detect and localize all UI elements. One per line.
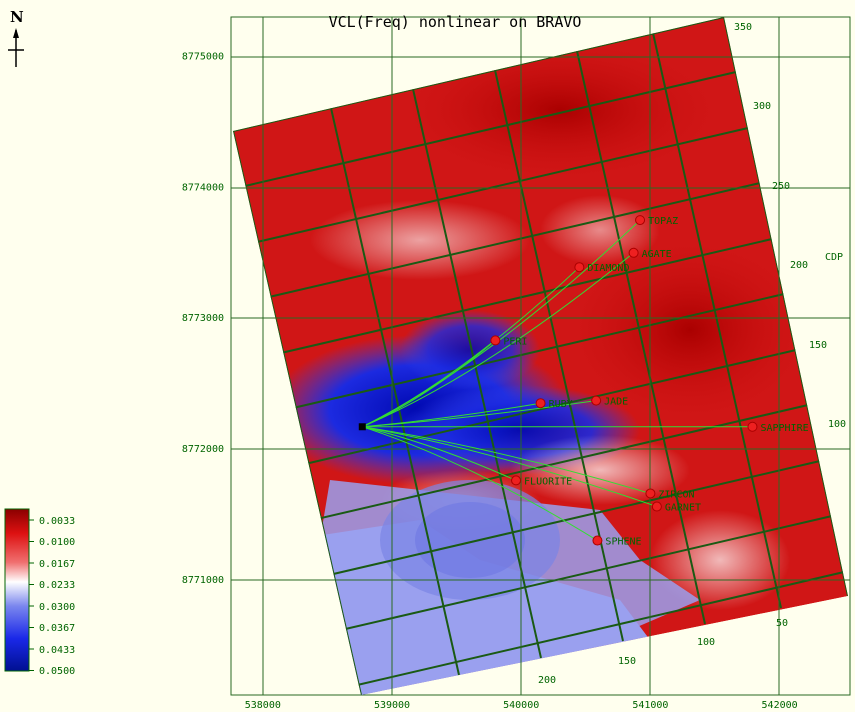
well-marker[interactable] [511,475,522,486]
well-label: SPHENE [605,537,641,548]
cdp-grid [233,17,848,695]
well-label: FLUORITE [524,476,572,487]
colorbar-label: 0.0033 [39,516,75,527]
cdp-label: 150 [809,340,827,351]
y-tick-label: 8775000 [182,52,224,63]
north-label: N [10,8,24,26]
y-tick-label: 8771000 [182,575,224,586]
map-title: VCL(Freq) nonlinear on BRAVO [329,13,582,31]
well-marker[interactable] [591,395,602,406]
well-marker[interactable] [651,501,662,512]
colorbar-label: 0.0233 [39,580,75,591]
colorbar-label: 0.0367 [39,623,75,634]
colorbar-label: 0.0167 [39,559,75,570]
well-path [362,426,517,481]
well-label: TOPAZ [648,216,678,227]
x-tick-label: 541000 [632,700,668,711]
well-label: PERI [503,336,527,347]
well-marker[interactable] [592,535,603,546]
cdp-axis-title: CDP [825,252,843,263]
inline-axis-labels: 50 100 150 200 [538,618,788,686]
x-tick-label: 540000 [503,700,539,711]
x-axis-labels: 538000 539000 540000 541000 542000 [245,700,798,711]
well-marker[interactable] [490,335,501,346]
well-label: JADE [604,397,628,408]
coordinate-grid [231,17,850,695]
well-path [362,426,598,541]
inline-label: 200 [538,675,556,686]
y-tick-label: 8772000 [182,444,224,455]
cdp-label: 200 [790,260,808,271]
cdp-label: 350 [734,22,752,33]
platform-marker [358,423,366,431]
colorbar-label: 0.0300 [39,602,75,613]
colorbar-ramp [4,508,30,672]
well-marker[interactable] [747,421,758,432]
well-marker[interactable] [645,488,656,499]
well-path [362,400,597,428]
colorbar: 0.0033 0.0100 0.0167 0.0233 0.0300 0.036… [4,508,75,677]
cdp-label: 100 [828,419,846,430]
well-label: ZIRCON [658,489,694,500]
cdp-label: 250 [772,181,790,192]
well-marker[interactable] [628,247,639,258]
well-path [362,426,651,494]
well-label: SAPPHIRE [760,423,808,434]
cdp-label: 300 [753,101,771,112]
colorbar-label: 0.0433 [39,645,75,656]
inline-label: 100 [697,637,715,648]
well-path [362,252,634,428]
y-axis-labels: 8775000 8774000 8773000 8772000 8771000 [182,52,224,586]
x-tick-label: 538000 [245,700,281,711]
well-marker[interactable] [635,215,646,226]
inline-label: 150 [618,656,636,667]
well-label: GARNET [665,503,701,514]
well-paths [362,219,753,541]
y-tick-label: 8774000 [182,182,224,193]
well-path [362,426,658,508]
well-label: AGATE [642,249,672,260]
north-arrow: N [8,8,24,67]
well-marker[interactable] [574,262,585,273]
x-tick-label: 542000 [762,700,798,711]
colorbar-label: 0.0100 [39,537,75,548]
y-tick-label: 8773000 [182,313,224,324]
well-label: RUBY [549,399,573,410]
well-label: DIAMOND [587,263,629,274]
x-tick-label: 539000 [374,700,410,711]
wells-layer: PERI RUBY JADE SAPPHIRE FLUORITE ZIRCON GARNET… [490,215,809,548]
attribute-image [233,17,848,695]
cdp-axis-labels: 350 300 250 200 150 100 CDP [734,22,846,430]
colorbar-label: 0.0500 [39,666,75,677]
inline-label: 50 [776,618,788,629]
well-marker[interactable] [535,398,546,409]
